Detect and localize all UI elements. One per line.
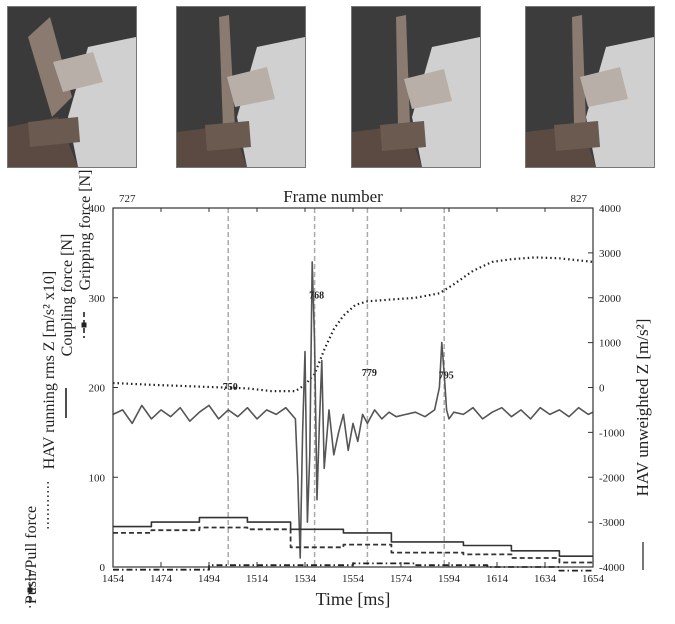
y-left-tick-label: 400 — [89, 203, 106, 215]
frame-marker-label: 779 — [362, 368, 377, 379]
y-right-tick-label: -3000 — [599, 517, 625, 529]
x-tick-label: 1514 — [246, 573, 269, 585]
y-left-axis-label: Gripping force [N] — [77, 170, 94, 290]
y-left-axis-label: Push/Pull force — [23, 506, 40, 604]
y-left-tick-label: 0 — [100, 562, 106, 574]
frame-photo-2 — [176, 6, 306, 168]
frame-end-label: 827 — [571, 193, 588, 205]
x-axis-label: Time [ms] — [316, 589, 391, 609]
frame-marker-label: 750 — [223, 382, 238, 393]
y-right-tick-label: -4000 — [599, 562, 625, 574]
series-line-hav-unweighted — [112, 261, 594, 559]
x-tick-label: 1534 — [294, 573, 317, 585]
x-tick-label: 1554 — [342, 573, 365, 585]
x-tick-label: 1494 — [198, 573, 221, 585]
y-right-tick-label: 0 — [599, 383, 605, 395]
y-left-axis-label: HAV running rms Z [m/s² x10] — [41, 271, 58, 469]
y-right-axis-label: HAV unweighted Z [m/s²] — [633, 319, 652, 497]
x-tick-label: 1474 — [150, 573, 173, 585]
series-line-hav-rms — [112, 256, 594, 393]
y-left-tick-label: 100 — [89, 472, 106, 484]
video-frames-strip — [0, 0, 675, 170]
left-legend-marker — [27, 587, 33, 593]
y-right-tick-label: 1000 — [599, 338, 622, 350]
series-line-gripping-force — [113, 526, 593, 564]
y-right-tick-label: -2000 — [599, 472, 625, 484]
y-right-tick-label: 2000 — [599, 293, 622, 305]
plot-frame — [112, 207, 594, 568]
chart-title: Frame number — [283, 187, 383, 206]
x-tick-label: 1574 — [390, 573, 413, 585]
x-tick-label: 1654 — [582, 573, 605, 585]
series-line-coupling-force — [113, 516, 593, 558]
x-tick-label: 1454 — [102, 573, 125, 585]
x-tick-label: 1614 — [486, 573, 509, 585]
y-left-tick-label: 300 — [89, 293, 106, 305]
x-tick-label: 1634 — [534, 573, 557, 585]
y-right-tick-label: -1000 — [599, 427, 625, 439]
frame-start-label: 727 — [119, 193, 136, 205]
frame-photo-1 — [7, 6, 137, 168]
y-left-axis-label: Coupling force [N] — [59, 234, 76, 357]
frame-marker-label: 768 — [309, 291, 324, 302]
frame-marker-label: 795 — [439, 371, 454, 382]
x-tick-label: 1594 — [438, 573, 461, 585]
y-right-tick-label: 4000 — [599, 203, 622, 215]
y-right-tick-label: 3000 — [599, 248, 622, 260]
frame-photo-3 — [351, 6, 481, 168]
y-left-tick-label: 200 — [89, 383, 106, 395]
frame-photo-4 — [525, 6, 655, 168]
left-legend-marker — [81, 322, 87, 328]
time-series-chart: 1454 1474 1494 1514 1534 1554 1574 1594 1614 1634… — [23, 170, 652, 610]
